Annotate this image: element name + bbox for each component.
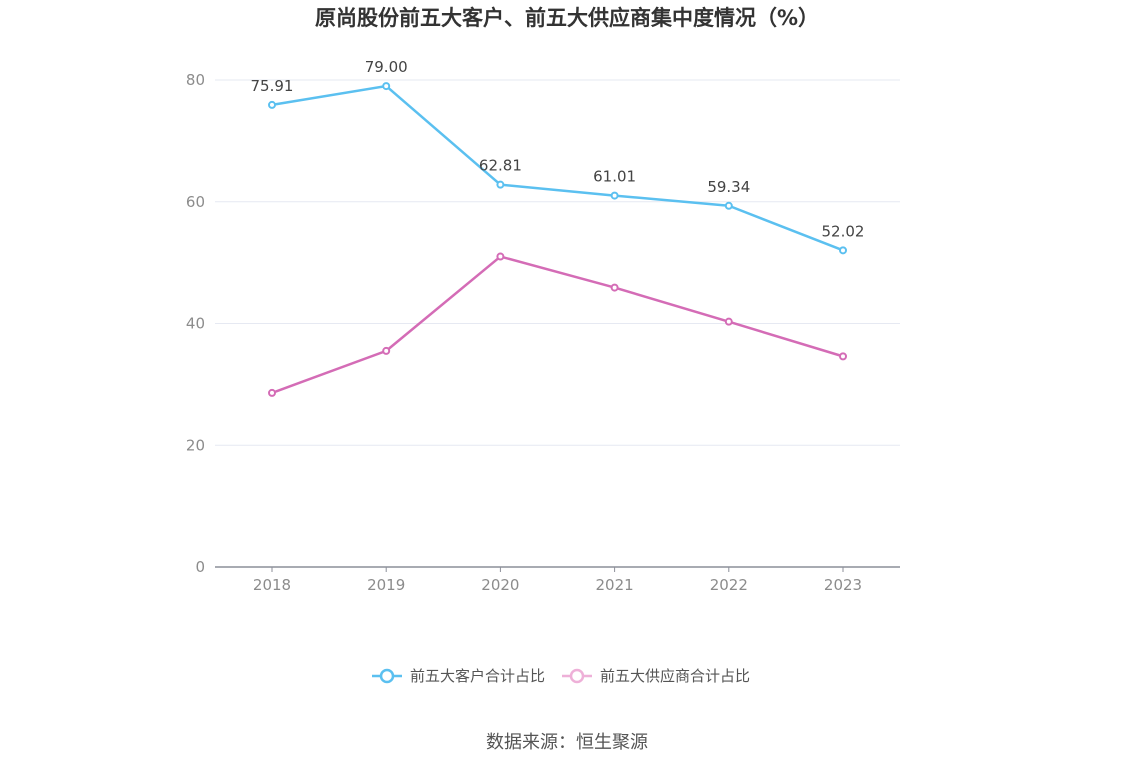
- y-tick-label: 80: [186, 71, 205, 89]
- x-tick-label: 2023: [824, 576, 862, 594]
- data-point[interactable]: [268, 388, 276, 397]
- data-label: 62.81: [479, 157, 522, 175]
- legend-label: 前五大供应商合计占比: [600, 667, 750, 685]
- data-point[interactable]: [496, 180, 505, 189]
- legend[interactable]: 前五大客户合计占比 前五大供应商合计占比: [372, 667, 750, 685]
- data-label: 59.34: [707, 178, 750, 196]
- legend-label: 前五大客户合计占比: [410, 667, 545, 685]
- x-tick-label: 2022: [710, 576, 748, 594]
- series-0: 75.91 79.00 62.81 61.01 59.34 52.02: [251, 58, 865, 255]
- x-tick-label: 2018: [253, 576, 291, 594]
- series-line: [271, 255, 844, 395]
- x-tick-label: 2021: [596, 576, 634, 594]
- data-point[interactable]: [610, 191, 619, 200]
- data-point[interactable]: [382, 346, 391, 355]
- chart-title: 原尚股份前五大客户、前五大供应商集中度情况（%）: [315, 6, 819, 30]
- x-axis-ticks: 2018 2019 2020 2021 2022 2023: [253, 567, 862, 594]
- data-point[interactable]: [382, 82, 391, 91]
- x-tick-label: 2020: [481, 576, 519, 594]
- data-label: 75.91: [251, 77, 294, 95]
- data-point[interactable]: [268, 100, 276, 109]
- data-point[interactable]: [839, 352, 847, 361]
- y-axis-ticks: 0 20 40 60 80: [186, 71, 205, 576]
- grid-lines: [215, 79, 900, 446]
- data-point[interactable]: [724, 201, 733, 210]
- y-tick-label: 20: [186, 436, 205, 454]
- y-tick-label: 60: [186, 193, 205, 211]
- data-point[interactable]: [610, 283, 619, 292]
- source-note: 数据来源：恒生聚源: [486, 732, 648, 753]
- data-label: 61.01: [593, 168, 636, 186]
- data-point[interactable]: [724, 317, 733, 326]
- series-line: [271, 84, 844, 252]
- y-tick-label: 40: [186, 315, 205, 333]
- legend-circle-marker: [569, 668, 585, 684]
- legend-circle-marker: [379, 668, 395, 684]
- data-point[interactable]: [496, 252, 505, 261]
- legend-item-1[interactable]: 前五大供应商合计占比: [562, 667, 750, 685]
- series-group: 75.91 79.00 62.81 61.01 59.34 52.02: [251, 58, 865, 397]
- legend-item-0[interactable]: 前五大客户合计占比: [372, 667, 545, 685]
- data-point[interactable]: [839, 246, 847, 255]
- data-label: 79.00: [365, 58, 408, 76]
- x-tick-label: 2019: [367, 576, 405, 594]
- y-tick-label: 0: [195, 558, 205, 576]
- data-label: 52.02: [822, 222, 865, 240]
- series-1: [268, 252, 847, 397]
